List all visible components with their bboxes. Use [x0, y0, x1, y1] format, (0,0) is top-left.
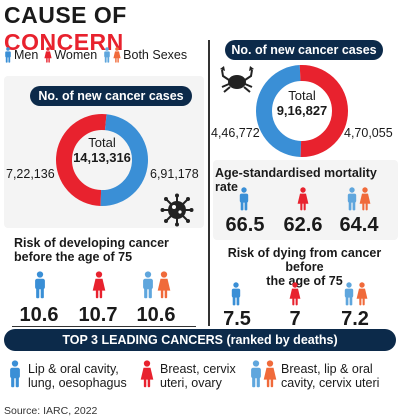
mortality-men-value: 66.5	[225, 214, 265, 236]
top3-men-line1: Lip & oral cavity,	[28, 362, 119, 376]
man-icon	[8, 357, 22, 391]
top3-heading: TOP 3 LEADING CANCERS (ranked by deaths)	[4, 329, 396, 351]
woman-icon	[113, 47, 121, 63]
woman-icon	[356, 280, 368, 308]
left-total-label: Total	[88, 135, 116, 150]
man-icon	[103, 47, 111, 63]
woman-icon	[289, 280, 301, 308]
left-cases-heading: No. of new cancer cases	[30, 86, 192, 106]
dying-both-value: 7.2	[341, 308, 369, 330]
man-icon	[346, 185, 358, 213]
top3-both: Breast, lip & oral cavity, cervix uteri	[281, 362, 398, 390]
woman-icon	[157, 268, 171, 302]
mortality-heading: Age-standardised mortality rate	[215, 166, 377, 194]
left-risk-men-value: 10.6	[19, 304, 59, 326]
legend-both: Both Sexes	[103, 47, 187, 63]
right-donut-group	[256, 65, 348, 157]
virus-icon	[160, 193, 194, 227]
woman-icon	[140, 357, 154, 391]
left-risk-heading: Risk of developing cancer before the age…	[14, 236, 204, 264]
mortality-both-value: 64.4	[339, 214, 379, 236]
left-risk-both-value: 10.6	[136, 304, 176, 326]
top3-both-line1: Breast, lip & oral	[281, 362, 373, 376]
legend: Men Women Both Sexes	[4, 44, 209, 66]
woman-icon	[44, 47, 52, 63]
crab-icon	[220, 66, 254, 93]
man-icon	[141, 268, 155, 302]
panel-divider	[208, 40, 210, 326]
dying-heading-line2: the age of 75	[266, 274, 343, 288]
right-donut-center: Total 9,16,827	[260, 88, 344, 118]
legend-both-label: Both Sexes	[123, 48, 188, 62]
man-icon	[249, 357, 263, 391]
woman-icon	[92, 268, 106, 302]
right-cases-heading: No. of new cancer cases	[225, 40, 383, 60]
dying-men-value: 7.5	[223, 308, 251, 330]
donut-slice-men	[100, 114, 148, 206]
right-donut-chart	[256, 65, 348, 157]
woman-icon	[297, 185, 309, 213]
left-risk-heading-line2: before the age of 75	[14, 250, 133, 264]
title-part-2: CONCERN	[4, 29, 124, 55]
left-men-value: 6,91,178	[150, 167, 199, 181]
left-risk-divider	[12, 326, 196, 327]
left-donut-center: Total 14,13,316	[60, 135, 144, 165]
man-icon	[4, 47, 12, 63]
dying-women-value: 7	[289, 308, 301, 330]
mortality-women-value: 62.6	[283, 214, 323, 236]
top3-both-line2: cavity, cervix uteri	[281, 376, 380, 390]
dying-heading: Risk of dying from cancer before the age…	[211, 246, 398, 288]
top3-women-line1: Breast, cervix	[160, 362, 236, 376]
man-icon	[238, 185, 250, 213]
right-total-label: Total	[288, 88, 316, 103]
legend-men: Men	[4, 47, 38, 63]
top3-women-line2: uteri, ovary	[160, 376, 222, 390]
woman-icon	[359, 185, 371, 213]
left-donut-group	[56, 114, 148, 206]
source-note: Source: IARC, 2022	[4, 405, 98, 417]
left-risk-women-value: 10.7	[78, 304, 118, 326]
top3-women: Breast, cervix uteri, ovary	[160, 362, 255, 390]
man-icon	[230, 280, 242, 308]
dying-heading-line1: Risk of dying from cancer before	[227, 246, 382, 274]
donut-slice-women	[299, 65, 348, 157]
woman-icon	[263, 357, 277, 391]
man-icon	[343, 280, 355, 308]
donut-slice-women	[56, 114, 107, 206]
legend-women: Women	[44, 47, 97, 63]
top3-men: Lip & oral cavity, lung, oesophagus	[28, 362, 143, 390]
man-icon	[33, 268, 47, 302]
donut-slice-men	[256, 65, 302, 157]
left-donut-chart	[56, 114, 148, 206]
page-title: CAUSE OF CONCERN	[4, 2, 244, 55]
left-risk-heading-line1: Risk of developing cancer	[14, 236, 169, 250]
legend-men-label: Men	[14, 48, 39, 62]
title-part-1: CAUSE OF	[4, 2, 127, 28]
top3-men-line2: lung, oesophagus	[28, 376, 127, 390]
left-women-value: 7,22,136	[6, 167, 55, 181]
right-women-value: 4,70,055	[344, 126, 393, 140]
right-total-value: 9,16,827	[276, 103, 328, 118]
right-men-value: 4,46,772	[211, 126, 260, 140]
legend-women-label: Women	[54, 48, 98, 62]
left-total-value: 14,13,316	[73, 150, 131, 165]
